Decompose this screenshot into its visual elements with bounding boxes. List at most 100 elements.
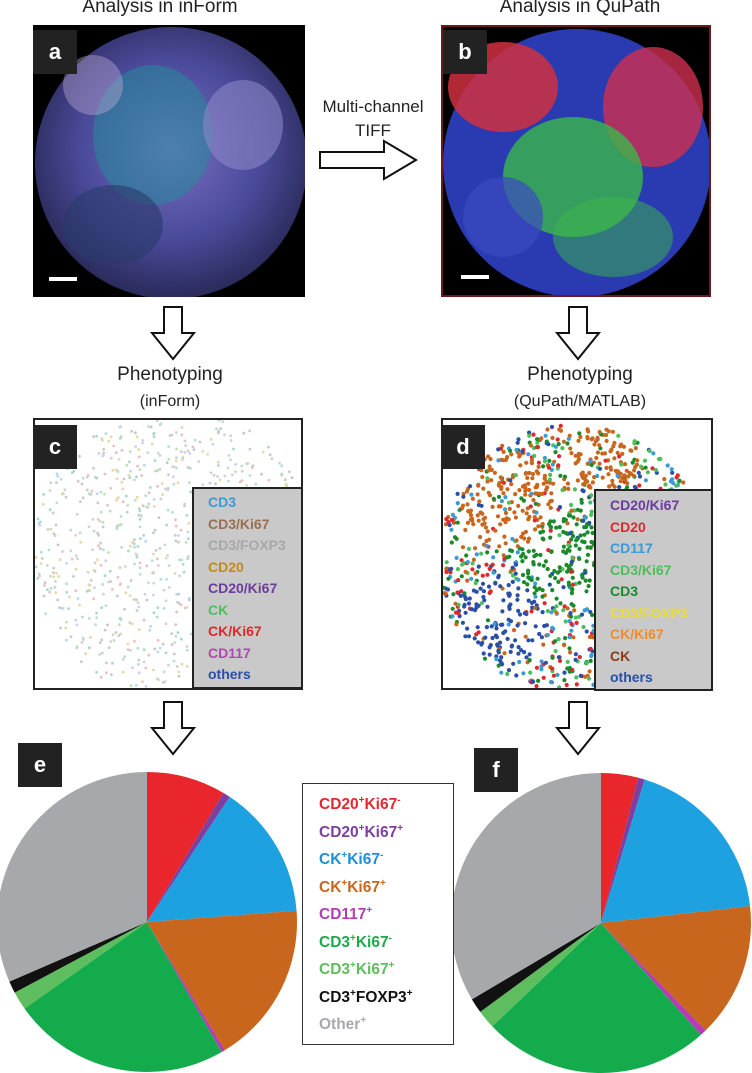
phenotype-dot — [525, 506, 530, 511]
phenotype-dot — [465, 520, 470, 525]
phenotype-dot — [553, 639, 558, 644]
pie-legend-entry: CD3+FOXP3+ — [319, 987, 413, 1006]
pie-slice-7 — [9, 922, 147, 993]
phenotype-dot — [464, 489, 470, 494]
phenotype-dot — [565, 521, 570, 526]
phenotype-dot — [569, 602, 574, 607]
phenotype-dot — [515, 593, 520, 598]
phenotype-dot — [499, 475, 504, 481]
phenotype-dot — [643, 465, 648, 470]
phenotype-dot — [185, 645, 189, 648]
phenotype-dot — [54, 580, 57, 583]
phenotype-dot — [569, 508, 574, 513]
phenotype-dot — [170, 632, 174, 635]
phenotype-dot — [451, 592, 456, 597]
phenotype-dot — [43, 584, 46, 587]
phenotype-dot — [568, 446, 573, 451]
phenotype-dot — [138, 628, 141, 632]
phenotype-dot — [64, 495, 68, 499]
phenotype-dot — [227, 454, 231, 457]
phenotype-dot — [45, 564, 49, 567]
pie-legend-entry: CD117+ — [319, 904, 373, 923]
phenotype-dot — [99, 510, 103, 514]
phenotype-dot — [217, 464, 220, 467]
phenotype-dot — [142, 660, 146, 664]
phenotype-dot — [124, 494, 128, 498]
phenotype-dot — [610, 429, 615, 434]
phenotype-dot — [110, 673, 113, 676]
phenotype-dot — [218, 478, 222, 482]
phenotype-dot — [508, 649, 513, 654]
phenotype-dot — [523, 555, 528, 560]
phenotype-dot — [545, 427, 550, 432]
phenotype-dot — [152, 611, 156, 615]
phenotype-dot — [523, 488, 528, 494]
phenotype-dot — [555, 570, 560, 575]
phenotype-dot — [578, 533, 583, 538]
phenotype-dot — [496, 573, 501, 578]
phenotype-dot — [489, 624, 494, 629]
phenotype-dot — [157, 516, 161, 519]
phenotype-dot — [98, 641, 102, 645]
panel-label-c: c — [33, 425, 77, 469]
phenotype-dot — [531, 498, 536, 503]
phenotype-dot — [574, 675, 579, 680]
phenotype-dot — [606, 429, 611, 434]
phenotype-dot — [538, 515, 543, 520]
phenotype-dot — [494, 549, 499, 554]
phenotype-dot — [456, 578, 461, 583]
phenotype-dot — [172, 475, 175, 479]
phenotype-dot — [152, 498, 156, 501]
phenotype-dot — [557, 525, 562, 530]
phenotype-dot — [232, 447, 235, 451]
phenotype-dot — [189, 490, 193, 494]
phenotype-dot — [516, 608, 521, 613]
phenotype-dot — [268, 453, 272, 457]
phenotype-dot — [105, 661, 108, 665]
phenotype-dot — [126, 504, 130, 507]
phenotype-dot — [505, 555, 510, 560]
phenotype-dot — [463, 569, 468, 574]
phenotype-dot — [600, 475, 605, 480]
phenotype-dot — [528, 670, 533, 675]
phenotype-dot — [507, 606, 512, 611]
phenotype-dot — [508, 602, 513, 607]
legend-entry: CD20 — [610, 518, 646, 535]
phenotype-dot — [87, 646, 91, 650]
phenotype-dot — [606, 472, 611, 477]
phenotype-dot — [186, 449, 190, 453]
phenotype-dot — [227, 479, 230, 483]
phenotype-dot — [490, 635, 495, 641]
phenotype-dot — [515, 544, 520, 549]
phenotype-dot — [81, 636, 85, 640]
phenotype-dot — [122, 477, 126, 481]
phenotype-dot — [537, 491, 542, 496]
phenotype-dot — [175, 610, 179, 614]
phenotype-dot — [622, 473, 627, 478]
phenotype-dot — [116, 575, 120, 579]
phenotype-dot — [501, 449, 506, 454]
panel-label-f: f — [474, 748, 518, 792]
phenotype-dot — [164, 556, 168, 560]
phenotype-dot — [35, 565, 38, 569]
phenotype-dot — [138, 566, 142, 570]
phenotype-dot — [479, 468, 484, 473]
phenotype-dot — [588, 646, 593, 651]
phenotype-dot — [128, 621, 132, 624]
phenotype-dot — [533, 581, 538, 586]
phenotype-dot — [460, 562, 465, 567]
phenotype-dot — [52, 566, 56, 570]
phenotype-dot — [167, 457, 171, 461]
phenotype-dot — [172, 659, 176, 663]
phenotype-dot — [597, 461, 602, 466]
phenotype-dot — [444, 560, 449, 565]
phenotype-dot — [208, 481, 212, 485]
phenotype-dot — [157, 564, 160, 567]
phenotype-dot — [590, 480, 595, 485]
phenotype-dot — [141, 441, 144, 445]
phenotype-dot — [144, 539, 148, 543]
phenotype-dot — [183, 439, 187, 443]
phenotype-dot — [56, 474, 60, 478]
phenotype-dot — [637, 474, 643, 479]
phenotype-dot — [543, 559, 548, 564]
